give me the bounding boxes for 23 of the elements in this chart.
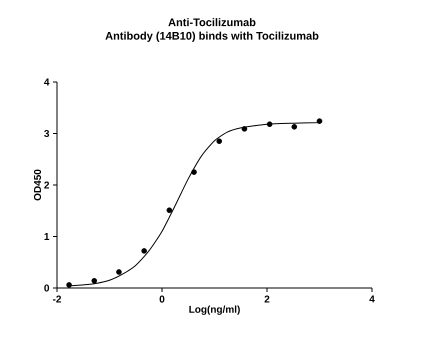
x-tick-label: 2 (264, 296, 270, 303)
y-axis-title: OD450 (34, 170, 42, 200)
point (141, 248, 147, 254)
x-tick-label: 0 (160, 296, 164, 303)
y-tick-label: 1 (44, 233, 50, 240)
y-tick-label: 3 (44, 130, 50, 138)
y-tick-label: 0 (44, 284, 50, 292)
point (191, 169, 197, 175)
chart-title: Anti-Tocilizumab Antibody (14B10) binds with Tocilizumab (105, 18, 318, 42)
y-tick-label: 4 (44, 78, 50, 86)
point (316, 118, 322, 124)
x-tick-label: -2 (52, 296, 62, 303)
point (216, 138, 222, 144)
x-axis-title: Log(ng/ml) (189, 305, 240, 315)
point (292, 124, 298, 130)
point (66, 282, 72, 288)
point (242, 126, 248, 132)
point (166, 207, 172, 214)
x-tick-label: 4 (369, 296, 375, 302)
point (266, 121, 272, 128)
y-tick-label: 2 (44, 182, 50, 188)
point (116, 269, 122, 275)
point (91, 278, 98, 284)
